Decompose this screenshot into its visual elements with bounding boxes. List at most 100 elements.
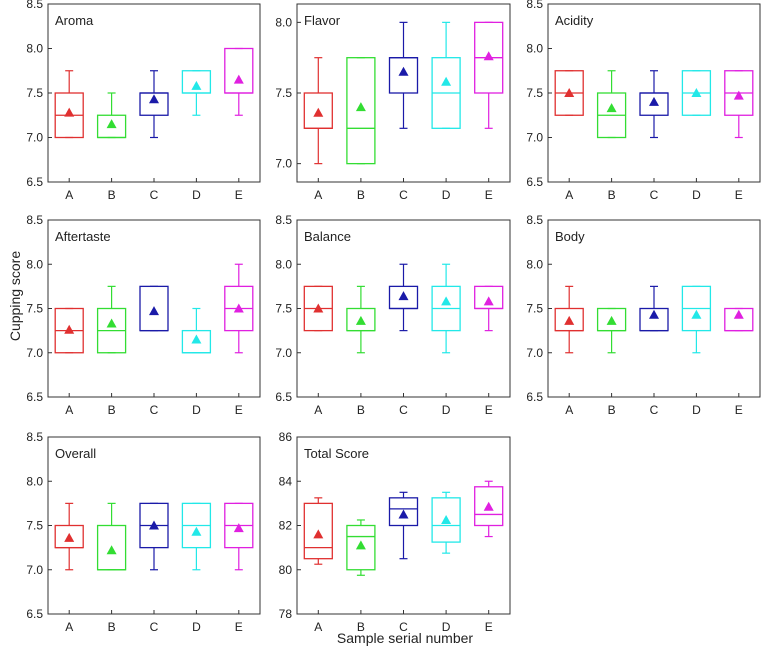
y-tick-label: 8.0 <box>26 42 43 56</box>
box-c <box>139 70 169 139</box>
box-e <box>724 70 754 139</box>
box-d <box>431 263 461 354</box>
x-tick-label: D <box>692 403 701 417</box>
x-tick-label: C <box>399 188 408 202</box>
x-tick-label: E <box>735 403 743 417</box>
box-a <box>303 285 333 332</box>
mean-marker <box>483 501 494 511</box>
panel-total-score: Total Score 78 80 82 84 86 A B C D E <box>279 430 511 634</box>
mean-marker <box>355 315 366 325</box>
x-tick-label: E <box>485 620 493 634</box>
y-tick-label: 6.5 <box>26 175 43 189</box>
panel-acidity: Acidity 6.5 7.0 7.5 8.0 8.5 A B C D E <box>526 0 761 202</box>
y-tick-label: 7.5 <box>275 302 292 316</box>
x-tick-label: C <box>650 403 659 417</box>
y-tick-label: 7.5 <box>26 302 43 316</box>
y-tick-label: 82 <box>279 519 293 533</box>
box-c <box>388 491 419 560</box>
x-tick-label: B <box>357 188 365 202</box>
box-e <box>724 307 754 332</box>
mean-marker <box>149 306 159 316</box>
mean-marker <box>398 291 409 301</box>
y-tick-label: 6.5 <box>275 390 292 404</box>
panel-aftertaste: Aftertaste 6.5 7.0 7.5 8.0 8.5 A B C D E <box>26 213 261 417</box>
panel-title: Aroma <box>55 13 94 28</box>
x-tick-label: E <box>735 188 743 202</box>
x-tick-label: D <box>192 403 201 417</box>
x-tick-label: A <box>314 620 322 634</box>
box-d <box>681 70 712 116</box>
y-tick-label: 7.5 <box>526 86 543 100</box>
mean-marker <box>398 509 409 519</box>
box-e <box>474 480 504 538</box>
x-tick-label: D <box>192 620 201 634</box>
x-tick-label: D <box>442 188 451 202</box>
x-tick-label: D <box>192 188 201 202</box>
x-tick-label: E <box>235 620 243 634</box>
y-tick-label: 8.0 <box>275 15 292 29</box>
y-tick-label: 84 <box>279 474 293 488</box>
y-tick-label: 6.5 <box>526 390 543 404</box>
box-a <box>303 497 333 565</box>
box-a <box>54 502 84 571</box>
y-tick-label: 8.0 <box>26 474 43 488</box>
box-e <box>224 502 254 571</box>
x-tick-label: C <box>150 620 159 634</box>
mean-marker <box>649 96 659 106</box>
x-tick-label: A <box>65 188 73 202</box>
panel-title: Total Score <box>304 446 369 461</box>
y-tick-label: 86 <box>279 430 293 444</box>
panel-title: Acidity <box>555 13 594 28</box>
mean-marker <box>441 514 452 524</box>
mean-marker <box>149 520 159 530</box>
y-tick-label: 7.0 <box>26 131 43 145</box>
box-c <box>639 70 669 139</box>
y-tick-label: 7.0 <box>526 131 543 145</box>
y-tick-label: 8.5 <box>526 0 543 11</box>
box-a <box>54 307 84 354</box>
x-tick-label: D <box>442 620 451 634</box>
mean-marker <box>398 66 409 76</box>
x-tick-label: C <box>650 188 659 202</box>
box-iqr <box>346 57 376 165</box>
box-b <box>596 307 627 354</box>
y-tick-label: 78 <box>279 607 293 621</box>
y-tick-label: 8.5 <box>26 430 43 444</box>
x-tick-label: D <box>692 188 701 202</box>
box-c <box>139 502 169 571</box>
box-e <box>224 263 254 354</box>
box-iqr <box>388 497 419 527</box>
panel-title: Aftertaste <box>55 229 111 244</box>
box-c <box>388 263 419 332</box>
box-e <box>474 21 504 129</box>
box-b <box>346 519 376 576</box>
mean-marker <box>64 107 75 117</box>
box-iqr <box>224 47 254 94</box>
box-d <box>681 285 712 354</box>
mean-marker <box>564 88 575 97</box>
mean-marker <box>733 90 744 100</box>
box-a <box>54 70 84 139</box>
panel-aroma: Aroma 6.5 7.0 7.5 8.0 8.5 A B C D E <box>26 0 261 202</box>
y-tick-label: 6.5 <box>26 390 43 404</box>
box-b <box>346 57 376 165</box>
x-tick-label: C <box>399 620 408 634</box>
mean-marker <box>233 74 244 84</box>
mean-marker <box>191 80 202 90</box>
mean-marker <box>691 309 702 319</box>
y-tick-label: 8.0 <box>275 257 292 271</box>
box-b <box>96 92 127 139</box>
box-iqr <box>303 502 333 560</box>
mean-marker <box>64 532 75 542</box>
x-tick-label: C <box>150 403 159 417</box>
mean-marker <box>106 545 117 555</box>
y-tick-label: 7.5 <box>26 86 43 100</box>
x-tick-label: A <box>314 188 322 202</box>
y-tick-label: 8.5 <box>526 213 543 227</box>
y-tick-label: 7.5 <box>26 519 43 533</box>
box-a <box>554 285 584 354</box>
mean-marker <box>233 303 244 313</box>
box-d <box>181 307 212 354</box>
mean-marker <box>733 309 744 319</box>
